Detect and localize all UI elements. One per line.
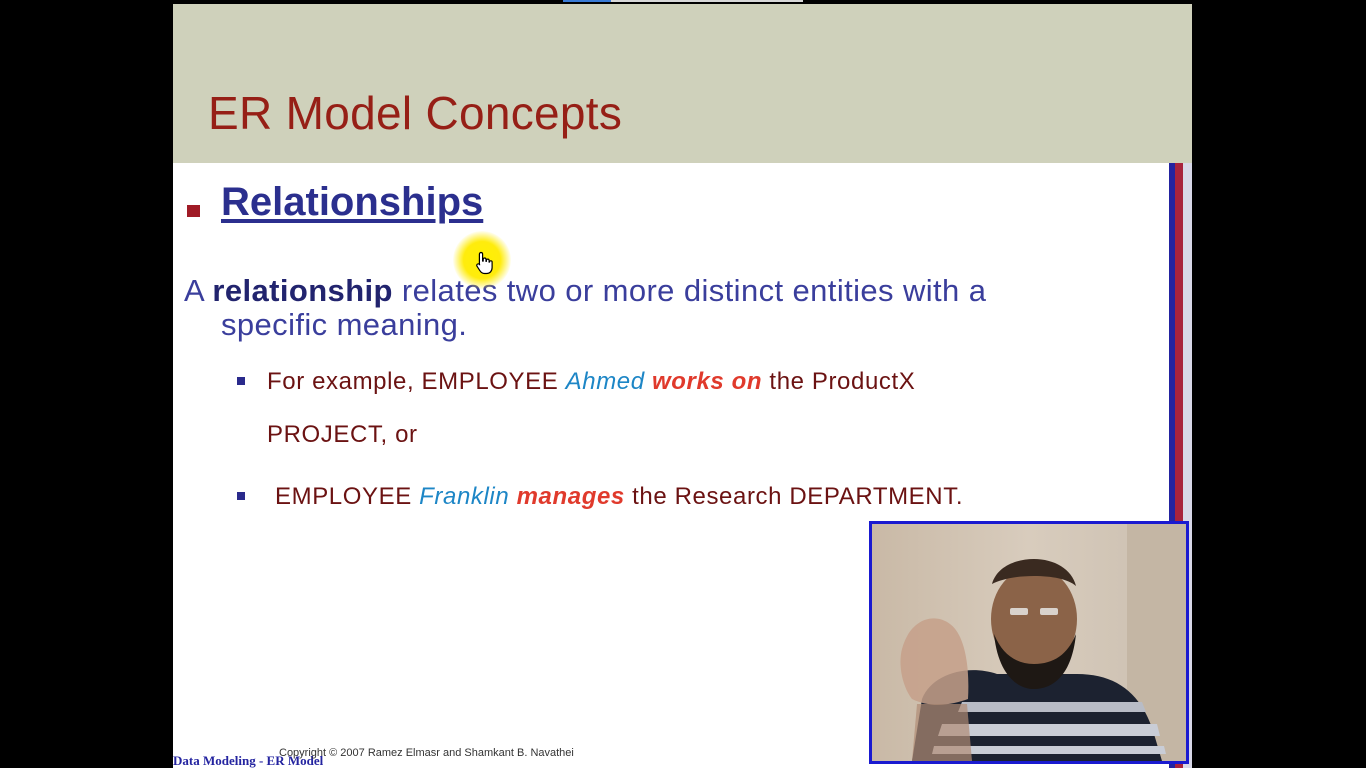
footer-course-label: Data Modeling - ER Model xyxy=(173,753,324,768)
slide-header-band xyxy=(173,4,1192,163)
progress-segment xyxy=(563,0,611,2)
right-decorative-band-red xyxy=(1175,163,1183,768)
definition-text: A relationship relates two or more disti… xyxy=(184,274,1084,342)
example-entity: Franklin xyxy=(419,483,510,510)
example-item-1: For example, EMPLOYEE Ahmed works on the… xyxy=(237,368,915,396)
right-decorative-band-edge xyxy=(1183,163,1192,768)
square-bullet-icon xyxy=(187,205,200,217)
right-decorative-band-blue xyxy=(1169,163,1175,768)
presentation-slide: ER Model Concepts Relationships A relati… xyxy=(173,4,1192,768)
example-tail: the ProductX xyxy=(769,368,916,395)
example-item-2: EMPLOYEE Franklin manages the Research D… xyxy=(237,483,963,511)
example-tail: the Research DEPARTMENT. xyxy=(632,483,964,510)
definition-line-2: specific meaning. xyxy=(221,307,468,342)
example-verb: works on xyxy=(651,368,763,395)
presenter-video-frame xyxy=(872,524,1186,761)
top-progress-indicator xyxy=(563,0,803,2)
example-verb: manages xyxy=(516,483,625,510)
definition-term: relationship xyxy=(212,273,393,308)
square-bullet-icon xyxy=(237,491,245,500)
square-bullet-icon xyxy=(237,376,245,385)
footer-copyright: Copyright © 2007 Ramez Elmasr and Shamka… xyxy=(279,747,574,759)
slide-title: ER Model Concepts xyxy=(208,87,623,139)
section-heading: Relationships xyxy=(221,180,484,224)
hand-pointer-icon xyxy=(476,251,493,275)
example-item-1-continuation: PROJECT, or xyxy=(267,421,418,448)
example-lead: For example, EMPLOYEE xyxy=(267,368,559,395)
example-entity: Ahmed xyxy=(565,368,645,395)
definition-prefix: A xyxy=(184,273,204,308)
example-lead: EMPLOYEE xyxy=(275,483,412,510)
webcam-overlay xyxy=(869,521,1189,764)
